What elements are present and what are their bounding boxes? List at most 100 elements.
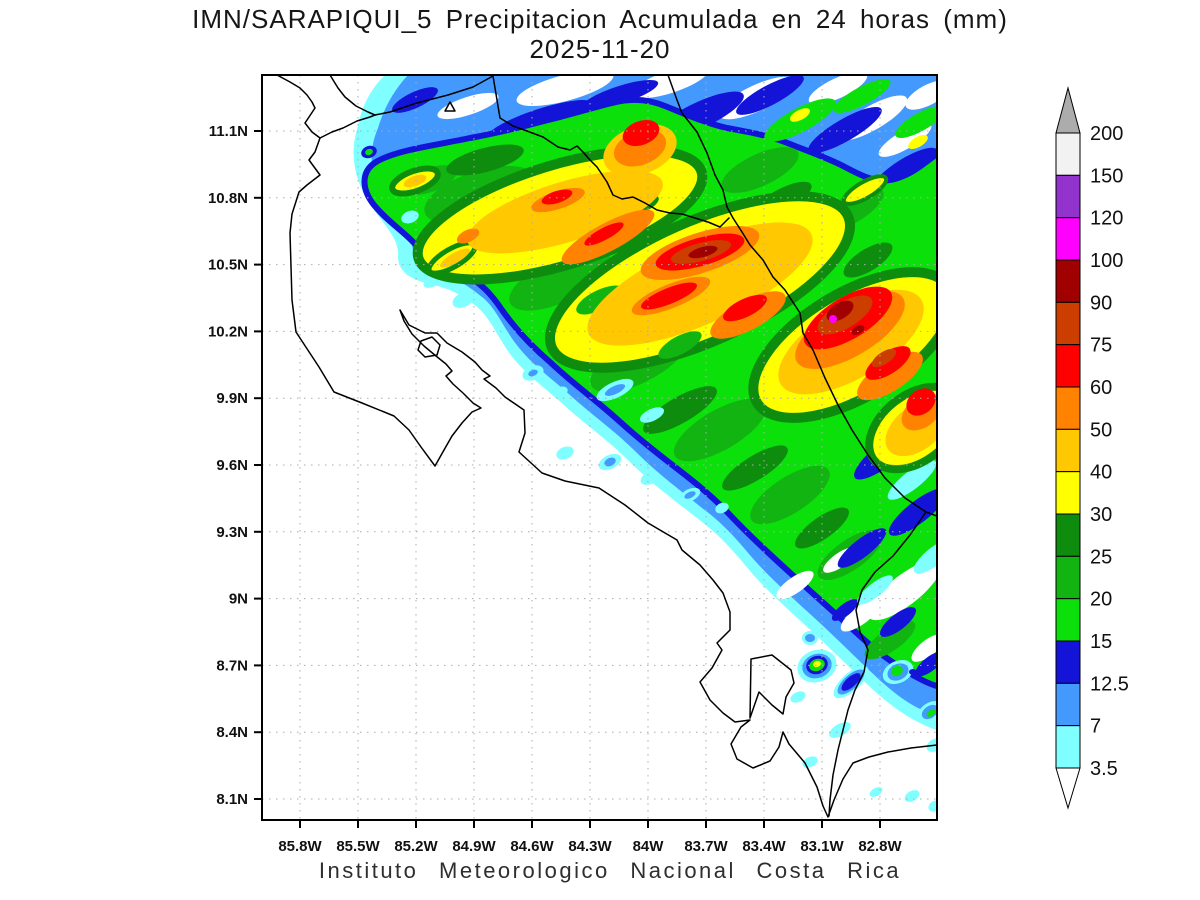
colorbar-segment bbox=[1055, 725, 1081, 769]
coastline-layer bbox=[276, 75, 937, 818]
precip-shape bbox=[467, 170, 663, 254]
precip-shape bbox=[909, 669, 917, 675]
coastline-path bbox=[417, 336, 441, 358]
colorbar-tick-label: 20 bbox=[1090, 589, 1112, 611]
colorbar-segment bbox=[1055, 682, 1081, 727]
precip-shape bbox=[541, 189, 573, 205]
lon-tick-label: 84.3W bbox=[568, 838, 612, 855]
colorbar-segment bbox=[1055, 555, 1081, 600]
precip-shape bbox=[584, 222, 624, 246]
precip-shape bbox=[528, 369, 538, 377]
lat-tick-label: 11.1N bbox=[209, 123, 248, 140]
colorbar: 200 150 120 100 90 75 60 50 40 30 25 20 15 12.5 7 3.5 bbox=[1055, 86, 1129, 810]
lat-tick-label: 9.3N bbox=[216, 524, 248, 541]
lon-tick-label: 85.8W bbox=[278, 838, 322, 855]
precip-shape bbox=[865, 346, 911, 380]
precip-shape bbox=[604, 457, 616, 467]
colorbar-tick-label: 30 bbox=[1090, 504, 1112, 526]
footer-caption: Instituto Meteorologico Nacional Costa R… bbox=[318, 858, 902, 883]
coastline-path bbox=[329, 75, 376, 116]
precip-shape bbox=[913, 538, 937, 574]
colorbar-tick-label: 150 bbox=[1090, 165, 1123, 187]
colorbar-tick-label: 7 bbox=[1090, 716, 1101, 738]
precip-shape bbox=[904, 790, 920, 802]
precip-shape bbox=[440, 248, 470, 268]
precip-shape bbox=[581, 79, 659, 111]
precip-shape bbox=[906, 388, 936, 416]
precip-shape bbox=[840, 596, 884, 632]
colorbar-segment bbox=[1055, 301, 1081, 346]
precip-shape bbox=[790, 691, 806, 703]
precip-shape bbox=[452, 292, 474, 308]
precip-shape bbox=[640, 471, 660, 485]
lon-tick-label: 85.5W bbox=[336, 838, 380, 855]
precip-shape bbox=[639, 407, 665, 423]
precip-shape bbox=[750, 465, 830, 525]
colorbar-tick-label: 15 bbox=[1090, 631, 1112, 653]
colorbar-tick-label: 120 bbox=[1090, 208, 1123, 230]
precip-shape bbox=[795, 507, 849, 549]
colorbar-tick-label: 40 bbox=[1090, 462, 1112, 484]
colorbar-tick-label: 200 bbox=[1090, 123, 1123, 145]
precip-shape bbox=[392, 87, 438, 113]
precip-shape bbox=[405, 263, 421, 277]
precip-shape bbox=[926, 709, 936, 717]
precip-shape bbox=[808, 106, 882, 154]
colorbar-segment bbox=[1055, 344, 1081, 388]
lon-tick-label: 83.1W bbox=[800, 838, 844, 855]
precip-shape bbox=[722, 445, 788, 491]
precip-shape bbox=[887, 460, 937, 500]
colorbar-tick-label: 100 bbox=[1090, 250, 1123, 272]
grid-layer bbox=[262, 75, 937, 820]
coastline-path bbox=[492, 75, 730, 228]
precip-shape bbox=[895, 105, 937, 139]
precip-shape bbox=[908, 135, 928, 149]
precip-shape bbox=[868, 559, 937, 621]
colorbar-segment bbox=[1055, 640, 1081, 684]
colorbar-tick-label: 3.5 bbox=[1090, 758, 1118, 780]
colorbar-segment bbox=[1055, 428, 1081, 473]
coastline-path bbox=[667, 75, 937, 517]
precip-shape bbox=[684, 491, 696, 499]
lon-tick-label: 83.4W bbox=[742, 838, 786, 855]
precip-shape bbox=[721, 147, 799, 193]
precip-shape bbox=[437, 92, 499, 120]
precip-shape bbox=[841, 673, 861, 691]
precip-shape bbox=[715, 502, 729, 514]
precip-shape bbox=[879, 607, 917, 637]
colorbar-segment bbox=[1055, 598, 1081, 642]
colorbar-segment bbox=[1055, 132, 1081, 176]
precip-shape bbox=[857, 351, 923, 401]
colorbar-segment bbox=[1055, 217, 1081, 261]
coastline-path bbox=[374, 75, 494, 116]
lon-tick-label: 85.2W bbox=[394, 838, 438, 855]
lat-tick-label: 8.1N bbox=[216, 791, 248, 808]
precip-shape bbox=[456, 228, 480, 244]
lat-tick-label: 8.4N bbox=[216, 724, 248, 741]
precip-shape bbox=[915, 651, 937, 677]
colorbar-tick-label: 90 bbox=[1090, 292, 1112, 314]
precip-shape bbox=[446, 144, 524, 176]
precip-shape bbox=[888, 488, 937, 536]
precip-shape bbox=[552, 386, 568, 398]
precip-shape bbox=[556, 446, 574, 460]
precip-shape bbox=[831, 599, 859, 621]
lat-tick-label: 9.6N bbox=[216, 457, 248, 474]
precip-shape bbox=[928, 800, 937, 812]
precip-shape bbox=[905, 80, 937, 110]
precip-shape bbox=[851, 325, 865, 335]
colorbar-tick-label: 75 bbox=[1090, 335, 1112, 357]
precip-shape bbox=[871, 348, 897, 368]
colorbar-segment bbox=[1055, 513, 1081, 557]
precip-shape bbox=[658, 331, 702, 359]
precip-shape bbox=[808, 75, 868, 105]
map-date: 2025-11-20 bbox=[529, 34, 671, 64]
coastline-path bbox=[444, 101, 456, 112]
precip-shape bbox=[857, 575, 893, 605]
colorbar-segment bbox=[1055, 471, 1081, 515]
coastline-path bbox=[276, 75, 937, 818]
page-title: IMN/SARAPIQUI_5 Precipitacion Acumulada … bbox=[192, 4, 1008, 34]
lat-tick-label: 9N bbox=[229, 591, 248, 608]
precip-shape bbox=[641, 282, 697, 310]
precip-shape bbox=[776, 570, 814, 600]
